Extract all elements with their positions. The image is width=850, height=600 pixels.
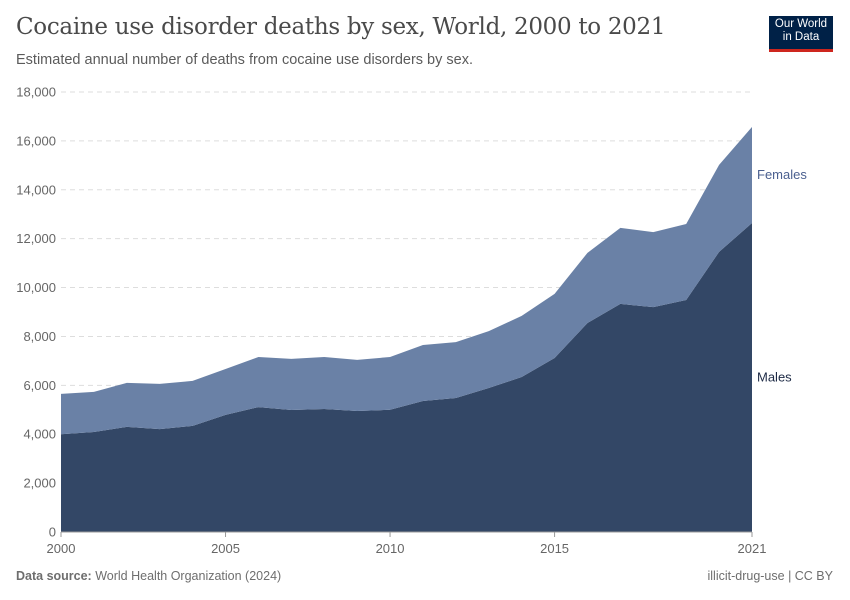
x-tick-label: 2010 [376, 541, 405, 556]
source-label: Data source: [16, 569, 92, 583]
y-tick-label: 2,000 [23, 476, 56, 491]
series-label-males: Males [757, 370, 792, 385]
series-label-females: Females [757, 167, 807, 182]
y-tick-label: 18,000 [16, 85, 56, 100]
y-tick-label: 0 [49, 525, 56, 540]
y-tick-label: 6,000 [23, 378, 56, 393]
x-tick-label: 2000 [47, 541, 76, 556]
x-tick-label: 2015 [540, 541, 569, 556]
owid-logo[interactable]: Our World in Data [769, 16, 833, 52]
y-tick-label: 8,000 [23, 329, 56, 344]
chart-subtitle: Estimated annual number of deaths from c… [16, 52, 473, 68]
x-tick-label: 2021 [738, 541, 767, 556]
y-tick-label: 4,000 [23, 427, 56, 442]
x-tick-label: 2005 [211, 541, 240, 556]
y-tick-label: 12,000 [16, 231, 56, 246]
y-tick-label: 14,000 [16, 182, 56, 197]
y-tick-label: 16,000 [16, 133, 56, 148]
area-females [61, 126, 752, 435]
source-name[interactable]: World Health Organization (2024) [95, 569, 282, 583]
license[interactable]: illicit-drug-use | CC BY [707, 569, 833, 583]
y-tick-label: 10,000 [16, 280, 56, 295]
chart-title: Cocaine use disorder deaths by sex, Worl… [16, 14, 666, 40]
data-source: Data source: World Health Organization (… [16, 569, 281, 583]
area-males [61, 223, 752, 532]
